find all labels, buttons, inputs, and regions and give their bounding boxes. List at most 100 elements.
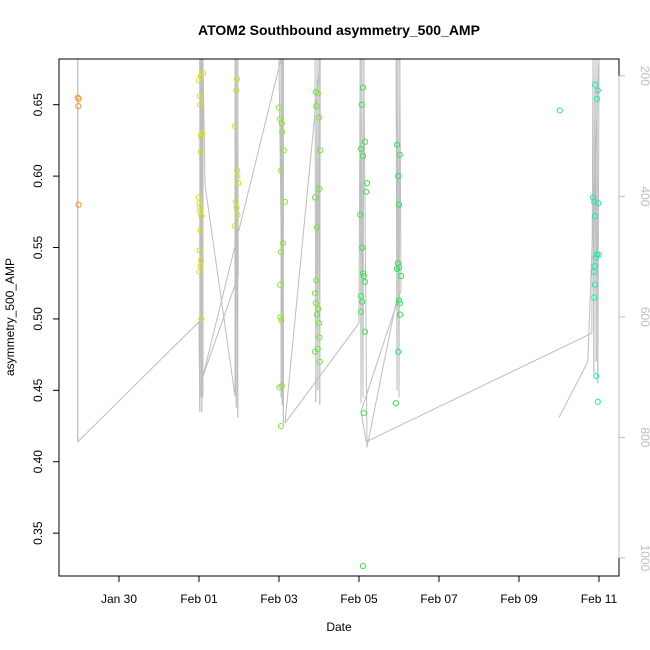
- data-point: [594, 398, 601, 405]
- data-point: [281, 198, 289, 205]
- data-point: [594, 87, 601, 94]
- y-tick-label: 0.55: [31, 236, 45, 260]
- data-point: [357, 308, 365, 315]
- data-point: [393, 141, 401, 148]
- data-point: [363, 188, 370, 195]
- data-point: [313, 224, 321, 231]
- chart-title: ATOM2 Southbound asymmetry_500_AMP: [198, 22, 480, 38]
- y-tick-label: 0.35: [31, 521, 45, 545]
- trace-segment: [366, 297, 398, 448]
- data-point: [363, 180, 371, 187]
- data-point: [392, 400, 399, 407]
- data-point: [233, 204, 240, 211]
- data-point: [311, 194, 319, 201]
- data-point: [196, 204, 203, 211]
- data-point: [359, 270, 367, 277]
- data-point: [315, 320, 323, 327]
- data-point: [361, 328, 369, 335]
- data-point: [235, 180, 242, 187]
- x-tick-label: Feb 05: [340, 592, 378, 606]
- trace-segment: [587, 58, 600, 362]
- data-point: [589, 194, 597, 201]
- data-point: [358, 101, 365, 108]
- data-point: [197, 133, 205, 140]
- data-point: [278, 317, 285, 324]
- data-point: [75, 201, 82, 208]
- trace-segment: [284, 322, 360, 424]
- trace-segment: [360, 411, 367, 442]
- data-point: [316, 358, 323, 365]
- data-point: [311, 348, 319, 355]
- data-point: [595, 200, 602, 207]
- y-tick-label: 0.65: [31, 93, 45, 117]
- data-point: [317, 147, 324, 154]
- data-point: [313, 103, 320, 110]
- y-tick-label: 0.50: [31, 307, 45, 331]
- data-point: [593, 372, 600, 380]
- data-point: [231, 123, 239, 130]
- data-point: [197, 208, 204, 215]
- data-points: [74, 70, 602, 570]
- data-point: [359, 562, 367, 570]
- data-point: [311, 290, 319, 297]
- data-point: [360, 272, 367, 280]
- data-point: [396, 300, 403, 307]
- data-point: [197, 101, 204, 108]
- trace-segment: [284, 58, 321, 424]
- trace-lines: [77, 58, 600, 448]
- right-y-tick-label: 200: [638, 66, 650, 86]
- data-point: [395, 173, 402, 180]
- data-point: [277, 281, 284, 288]
- x-tick-label: Jan 30: [101, 592, 137, 606]
- data-point: [196, 247, 203, 254]
- y-axis: 0.35 0.40 0.45 0.50 0.55 0.60 0.65: [31, 93, 59, 545]
- data-point: [396, 151, 403, 158]
- data-point: [196, 93, 203, 100]
- x-axis-label: Date: [326, 620, 352, 634]
- right-y-tick-label: 600: [638, 307, 650, 327]
- plot-frame: [58, 58, 620, 577]
- data-point: [75, 95, 82, 103]
- right-y-tick-label: 400: [638, 186, 650, 206]
- data-point: [316, 334, 323, 341]
- data-point: [316, 185, 323, 193]
- data-point: [394, 260, 401, 267]
- data-point: [395, 348, 402, 355]
- data-point: [197, 262, 204, 270]
- data-point: [595, 251, 602, 258]
- data-point: [312, 300, 319, 307]
- data-point: [278, 120, 285, 127]
- y-axis-right: 200 400 600 800 1000: [618, 66, 650, 572]
- data-point: [75, 103, 82, 110]
- data-point: [196, 268, 203, 275]
- data-point: [359, 153, 367, 160]
- data-point: [357, 145, 365, 153]
- data-point: [359, 244, 366, 251]
- data-point: [591, 212, 599, 220]
- data-point: [359, 298, 366, 305]
- data-point: [233, 87, 240, 94]
- y-tick-label: 0.45: [31, 378, 45, 402]
- trace-segment: [77, 321, 200, 443]
- data-point: [591, 81, 599, 88]
- data-point: [233, 75, 241, 83]
- x-tick-label: Feb 03: [260, 592, 298, 606]
- trace-segment: [204, 184, 236, 397]
- y-axis-label: asymmetry_500_AMP: [3, 258, 17, 376]
- data-point: [397, 272, 405, 280]
- trace-segment: [202, 58, 282, 377]
- data-point: [231, 222, 239, 230]
- data-point: [199, 70, 207, 77]
- data-point: [357, 211, 364, 218]
- data-point: [198, 212, 205, 220]
- data-point: [591, 281, 599, 288]
- trace-segment: [365, 332, 593, 443]
- data-point: [232, 198, 239, 205]
- data-point: [233, 167, 241, 174]
- data-point: [234, 173, 241, 180]
- x-axis: Jan 30 Feb 01 Feb 03 Feb 05 Feb 07 Feb 09 Feb …: [101, 576, 618, 606]
- data-point: [199, 130, 206, 137]
- data-point: [315, 305, 322, 313]
- trace-segment: [558, 361, 589, 418]
